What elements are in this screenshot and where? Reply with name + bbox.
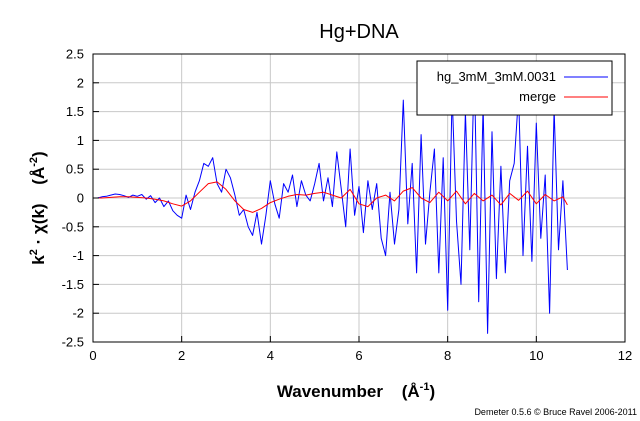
x-tick-label: 6 — [355, 348, 362, 363]
y-axis-chi: · χ(k) — [29, 203, 48, 249]
y-tick-label: 0.5 — [66, 162, 84, 177]
y-tick-label: 0 — [77, 191, 84, 206]
series-line-1 — [93, 65, 568, 334]
legend: hg_3mM_3mM.0031 merge — [416, 60, 613, 116]
x-tick-label: 4 — [267, 348, 274, 363]
y-tick-label: -1.5 — [62, 277, 84, 292]
x-axis-label: Wavenumber (Å-1) — [277, 381, 435, 401]
series-layer — [93, 65, 568, 334]
tick-layer: 0 2 4 6 8 10 12 -2.5 -2 -1.5 -1 -0.5 0 0.5 1 1.5 2 2.5 — [62, 47, 633, 364]
y-axis-label: k2 · χ(k) (Å-2) — [28, 151, 48, 264]
y-axis-unit-sup: -2 — [28, 157, 40, 167]
y-tick-label: -2.5 — [62, 335, 84, 350]
legend-box — [416, 60, 613, 116]
series-line-2 — [93, 181, 568, 213]
x-axis-unit-sup: -1 — [420, 381, 430, 393]
x-axis-title: Wavenumber — [277, 382, 384, 401]
credit-text: Demeter 0.5.6 © Bruce Ravel 2006-2011 — [474, 407, 637, 417]
legend-label-1: hg_3mM_3mM.0031 — [437, 69, 556, 84]
x-tick-label: 12 — [618, 348, 632, 363]
y-axis-k: k — [29, 255, 48, 265]
y-tick-label: -2 — [72, 306, 84, 321]
x-tick-label: 10 — [529, 348, 543, 363]
x-axis-unit-close: ) — [429, 382, 435, 401]
y-axis-k-sup: 2 — [28, 249, 40, 255]
x-tick-label: 2 — [178, 348, 185, 363]
chart-title: Hg+DNA — [319, 21, 399, 43]
legend-label-2: merge — [519, 89, 556, 104]
y-tick-label: 1 — [77, 133, 84, 148]
x-tick-label: 0 — [89, 348, 96, 363]
x-axis-unit: (Å — [402, 382, 420, 401]
y-axis-unit: (Å — [29, 167, 48, 185]
y-tick-label: 2.5 — [66, 47, 84, 62]
y-tick-label: 2 — [77, 75, 84, 90]
y-tick-label: 1.5 — [66, 104, 84, 119]
y-tick-label: -1 — [72, 248, 84, 263]
y-tick-label: -0.5 — [62, 219, 84, 234]
x-tick-label: 8 — [444, 348, 451, 363]
y-axis-unit-close: ) — [29, 151, 48, 157]
